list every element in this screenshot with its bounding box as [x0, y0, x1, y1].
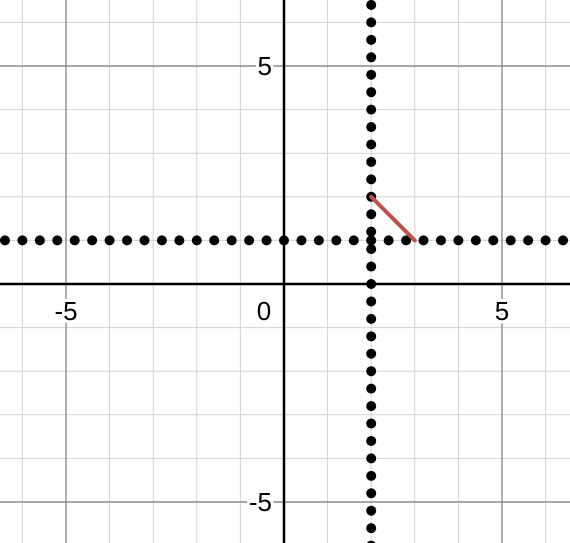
dotted-line-dot [540, 235, 551, 246]
dotted-line-dot [523, 235, 534, 246]
dotted-line-dot [366, 331, 377, 342]
dotted-line-dot [34, 235, 45, 246]
dotted-line-dot [366, 348, 377, 359]
dotted-line-dot [366, 0, 377, 10]
dotted-line-dot [87, 235, 98, 246]
dotted-line-dot [366, 435, 377, 446]
x-tick-label: -5 [54, 296, 77, 326]
dotted-line-dot [122, 235, 133, 246]
dotted-line-dot [17, 235, 28, 246]
line-segment [369, 194, 417, 243]
dotted-line-dot [366, 470, 377, 481]
dotted-line-dot [156, 235, 167, 246]
dotted-line-dot [383, 235, 394, 246]
dotted-line-dot [366, 87, 377, 98]
dotted-line-dot [331, 235, 342, 246]
y-tick-label: -5 [249, 487, 272, 517]
dotted-line-dot [139, 235, 150, 246]
dotted-line-dot [209, 235, 220, 246]
series-1 [366, 0, 377, 543]
dotted-line-dot [366, 488, 377, 499]
dotted-line-dot [313, 235, 324, 246]
dotted-line-dot [366, 366, 377, 377]
dotted-line-dot [366, 418, 377, 429]
dotted-line-dot [418, 235, 429, 246]
dotted-line-dot [279, 235, 289, 246]
dotted-line-dot [366, 139, 377, 150]
dotted-line-dot [366, 69, 377, 80]
dotted-line-dot [52, 235, 63, 246]
dotted-line-dot [366, 52, 377, 63]
dotted-line-dot [348, 235, 359, 246]
dotted-line-dot [366, 523, 377, 534]
dotted-line-dot [470, 235, 481, 246]
dotted-line-dot [366, 383, 377, 394]
dotted-line-dot [366, 296, 377, 307]
y-tick-label: 5 [258, 51, 272, 81]
dotted-line-dot [558, 235, 569, 246]
dotted-line-dot [366, 226, 377, 237]
dotted-line-dot [0, 235, 10, 246]
dotted-line-dot [366, 505, 377, 516]
dotted-line-dot [366, 453, 377, 464]
dotted-line-dot [69, 235, 80, 246]
x-tick-label: 5 [495, 296, 509, 326]
dotted-line-dot [244, 235, 255, 246]
dotted-line-dot [366, 401, 377, 412]
series-2 [369, 194, 417, 243]
dotted-line-dot [366, 174, 377, 185]
dotted-line-dot [174, 235, 185, 246]
dotted-line-dot [104, 235, 115, 246]
dotted-line-dot [453, 235, 464, 246]
dotted-line-dot [435, 235, 446, 246]
dotted-line-dot [366, 235, 377, 246]
dotted-line-dot [226, 235, 237, 246]
dotted-line-dot [366, 279, 377, 289]
dotted-line-dot [488, 235, 499, 246]
dotted-line-dot [366, 34, 377, 45]
dotted-line-dot [296, 235, 307, 246]
dotted-line-dot [401, 235, 412, 246]
dotted-line-dot [261, 235, 272, 246]
dotted-line-dot [366, 156, 377, 167]
dotted-line-dot [366, 540, 376, 543]
dotted-line-dot [366, 122, 377, 133]
dotted-line-dot [366, 313, 377, 324]
dotted-line-dot [366, 104, 377, 115]
dotted-line-dot [366, 244, 377, 255]
dotted-line-dot [191, 235, 202, 246]
dotted-line-dot [366, 261, 377, 272]
dotted-line-dot [505, 235, 516, 246]
dotted-line-dot [366, 17, 377, 28]
series-0 [0, 235, 569, 246]
x-tick-label: 0 [257, 296, 271, 326]
dotted-line-dot [366, 209, 377, 220]
tick-labels: -5 0 5 5 -5 [51, 48, 512, 520]
